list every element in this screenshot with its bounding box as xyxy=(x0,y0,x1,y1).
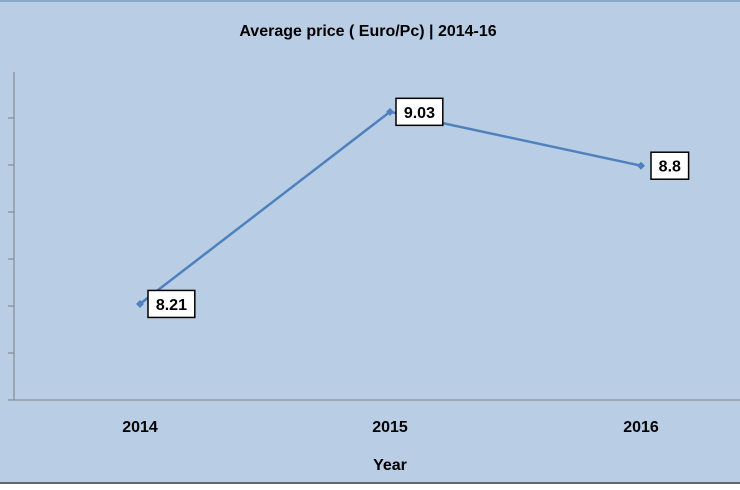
labels-layer: 8.21 9.03 8.8 xyxy=(147,97,690,319)
chart-title: Average price ( Euro/Pc) | 2014-16 xyxy=(239,23,496,40)
y-ticks-layer xyxy=(8,117,14,401)
data-label-value: 8.21 xyxy=(156,297,187,314)
x-axis-title: Year xyxy=(373,457,407,474)
data-label-2014: 8.21 xyxy=(147,289,196,319)
data-point-marker-2015 xyxy=(386,107,394,116)
data-label-box xyxy=(650,151,690,180)
x-tick-label-2016: 2016 xyxy=(623,419,659,436)
data-label-2016: 8.8 xyxy=(650,151,690,180)
data-label-2015: 9.03 xyxy=(395,97,444,127)
data-label-value: 9.03 xyxy=(404,105,435,122)
data-label-box xyxy=(395,97,444,127)
data-label-value: 8.8 xyxy=(659,159,681,176)
frame-bottom-strip xyxy=(0,484,740,490)
data-label-box xyxy=(147,289,196,319)
x-tick-label-2015: 2015 xyxy=(372,419,408,436)
data-point-marker-2014 xyxy=(136,299,144,308)
axes-layer xyxy=(13,72,740,401)
x-ticks-layer: 2014 2015 2016 xyxy=(122,419,659,436)
data-point-marker-2016 xyxy=(637,161,645,170)
x-tick-label-2014: 2014 xyxy=(122,419,158,436)
series-layer xyxy=(136,107,645,308)
